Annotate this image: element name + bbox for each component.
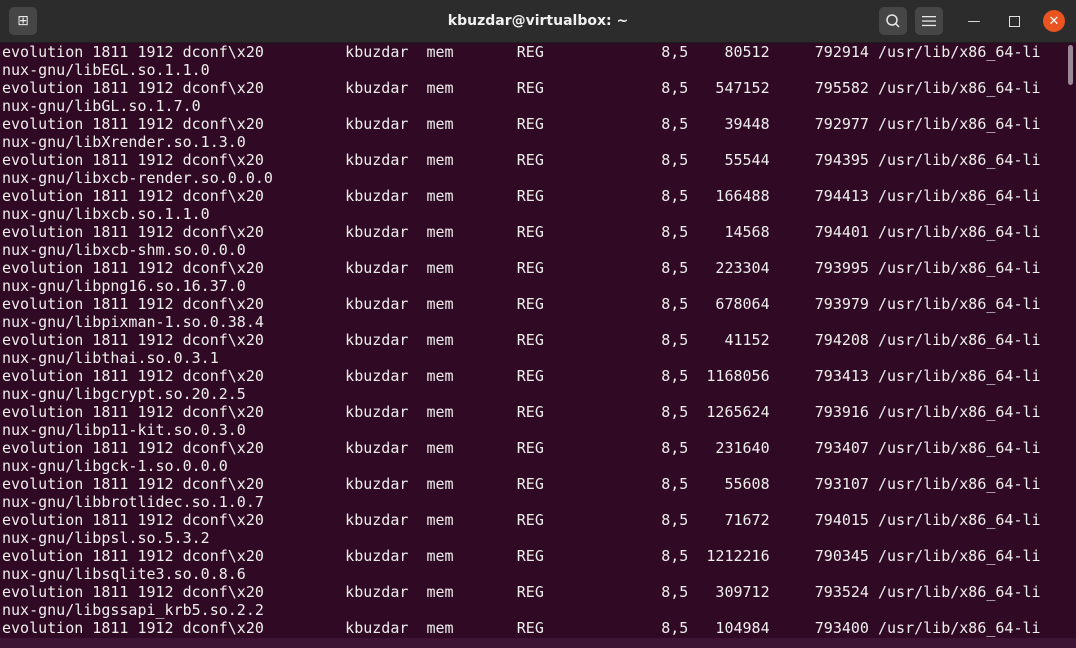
lsof-entry-line: evolution 1811 1912 dconf\x20 kbuzdar me… bbox=[2, 583, 1041, 601]
lsof-entry-line: evolution 1811 1912 dconf\x20 kbuzdar me… bbox=[2, 403, 1041, 421]
lsof-entry-line: evolution 1811 1912 dconf\x20 kbuzdar me… bbox=[2, 223, 1041, 241]
lsof-entry-continuation: nux-gnu/libpixman-1.so.0.38.4 bbox=[2, 313, 264, 331]
lsof-entry-line: evolution 1811 1912 dconf\x20 kbuzdar me… bbox=[2, 367, 1041, 385]
lsof-entry-continuation: nux-gnu/libGL.so.1.7.0 bbox=[2, 97, 201, 115]
lsof-entry-continuation: nux-gnu/libp11-kit.so.0.3.0 bbox=[2, 421, 246, 439]
lsof-entry-line: evolution 1811 1912 dconf\x20 kbuzdar me… bbox=[2, 439, 1041, 457]
lsof-entry-continuation: nux-gnu/libgcrypt.so.20.2.5 bbox=[2, 385, 246, 403]
lsof-entry-continuation: nux-gnu/libxcb.so.1.1.0 bbox=[2, 205, 210, 223]
lsof-entry-line: evolution 1811 1912 dconf\x20 kbuzdar me… bbox=[2, 511, 1041, 529]
menu-button[interactable] bbox=[915, 7, 943, 35]
lsof-entry-continuation: nux-gnu/libpng16.so.16.37.0 bbox=[2, 277, 246, 295]
window-bottom-edge bbox=[0, 638, 1076, 648]
lsof-entry-line: evolution 1811 1912 dconf\x20 kbuzdar me… bbox=[2, 295, 1041, 313]
lsof-entry-line: evolution 1811 1912 dconf\x20 kbuzdar me… bbox=[2, 619, 1041, 637]
lsof-entry-line: evolution 1811 1912 dconf\x20 kbuzdar me… bbox=[2, 547, 1041, 565]
lsof-entry-continuation: nux-gnu/libgck-1.so.0.0.0 bbox=[2, 457, 228, 475]
search-button[interactable] bbox=[879, 7, 907, 35]
new-tab-button[interactable]: ⊞ bbox=[9, 7, 37, 35]
lsof-entry-line: evolution 1811 1912 dconf\x20 kbuzdar me… bbox=[2, 115, 1041, 133]
lsof-entry-line: evolution 1811 1912 dconf\x20 kbuzdar me… bbox=[2, 331, 1041, 349]
scrollbar[interactable] bbox=[1068, 45, 1073, 85]
lsof-entry-continuation: nux-gnu/libbrotlidec.so.1.0.7 bbox=[2, 493, 264, 511]
lsof-entry-continuation: nux-gnu/libxcb-shm.so.0.0.0 bbox=[2, 241, 246, 259]
maximize-button[interactable] bbox=[1002, 9, 1026, 33]
lsof-entry-line: evolution 1811 1912 dconf\x20 kbuzdar me… bbox=[2, 475, 1041, 493]
minimize-button[interactable]: — bbox=[962, 9, 986, 33]
close-icon: ✕ bbox=[1048, 13, 1060, 29]
terminal-output[interactable]: evolution 1811 1912 dconf\x20 kbuzdar me… bbox=[0, 43, 1066, 638]
lsof-entry-continuation: nux-gnu/libsqlite3.so.0.8.6 bbox=[2, 565, 246, 583]
lsof-entry-continuation: nux-gnu/libxcb-render.so.0.0.0 bbox=[2, 169, 273, 187]
maximize-icon bbox=[1008, 15, 1020, 27]
lsof-entry-line: evolution 1811 1912 dconf\x20 kbuzdar me… bbox=[2, 43, 1041, 61]
lsof-entry-continuation: nux-gnu/libthai.so.0.3.1 bbox=[2, 349, 219, 367]
lsof-entry-continuation: nux-gnu/libXrender.so.1.3.0 bbox=[2, 133, 246, 151]
lsof-entry-continuation: nux-gnu/libpsl.so.5.3.2 bbox=[2, 529, 210, 547]
lsof-entry-line: evolution 1811 1912 dconf\x20 kbuzdar me… bbox=[2, 187, 1041, 205]
lsof-entry-continuation: nux-gnu/libgssapi_krb5.so.2.2 bbox=[2, 601, 264, 619]
lsof-entry-line: evolution 1811 1912 dconf\x20 kbuzdar me… bbox=[2, 151, 1041, 169]
title-bar: ⊞ kbuzdar@virtualbox: ~ — ✕ bbox=[0, 0, 1076, 43]
close-button[interactable]: ✕ bbox=[1043, 10, 1065, 32]
search-icon bbox=[886, 14, 900, 28]
new-tab-icon: ⊞ bbox=[17, 13, 29, 29]
lsof-entry-line: evolution 1811 1912 dconf\x20 kbuzdar me… bbox=[2, 259, 1041, 277]
lsof-entry-line: evolution 1811 1912 dconf\x20 kbuzdar me… bbox=[2, 79, 1041, 97]
hamburger-menu-icon bbox=[922, 16, 936, 27]
lsof-entry-continuation: nux-gnu/libEGL.so.1.1.0 bbox=[2, 61, 210, 79]
minimize-icon: — bbox=[967, 13, 981, 29]
